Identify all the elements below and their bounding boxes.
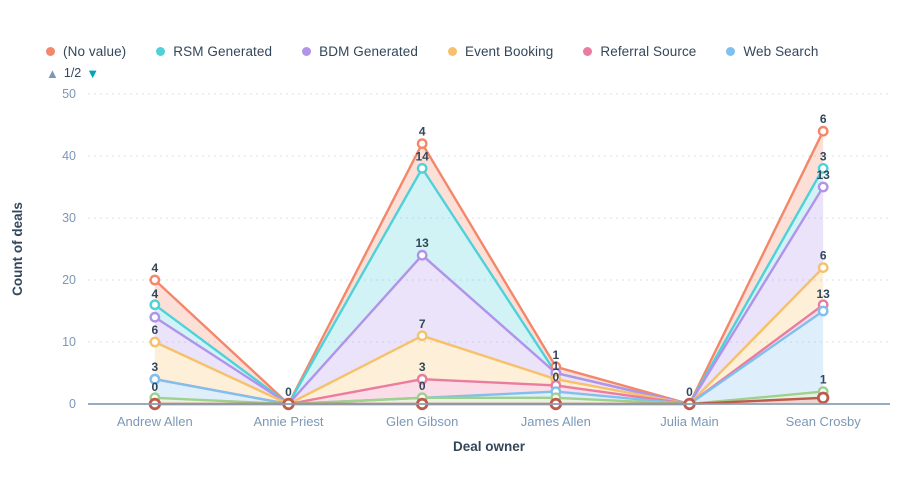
x-category-label: Andrew Allen <box>117 414 193 429</box>
data-point-marker[interactable] <box>817 262 829 273</box>
data-point-marker[interactable] <box>816 391 830 405</box>
y-tick-label-10: 10 <box>62 335 76 349</box>
point-value-label: 1 <box>552 359 559 373</box>
legend-page-label: 1/2 <box>63 66 82 80</box>
point-value-label: 1 <box>552 348 559 362</box>
data-point-marker[interactable] <box>817 181 829 193</box>
x-axis-title: Deal owner <box>453 439 526 454</box>
legend-item-web-search[interactable]: Web Search <box>726 44 818 59</box>
data-point-marker[interactable] <box>149 274 161 286</box>
legend-item-label: RSM Generated <box>173 44 273 59</box>
legend-item-no-value[interactable]: (No value) <box>46 44 126 59</box>
y-tick-label-40: 40 <box>62 149 76 163</box>
area-band-web-search <box>154 311 824 404</box>
point-value-label: 6 <box>151 323 158 337</box>
point-value-label: 4 <box>151 287 158 301</box>
chart-legend: (No value) RSM Generated BDM Generated Even… <box>46 44 818 59</box>
point-value-label: 0 <box>285 385 292 399</box>
legend-item-label: BDM Generated <box>319 44 418 59</box>
point-value-label: 3 <box>151 360 158 374</box>
point-value-label: 0 <box>151 380 158 394</box>
legend-dot-icon <box>46 47 55 56</box>
point-value-label: 3 <box>419 360 426 374</box>
data-point-marker[interactable] <box>149 336 161 348</box>
point-value-label: 6 <box>820 112 827 126</box>
y-tick-label-20: 20 <box>62 273 76 287</box>
point-value-label: 4 <box>419 125 426 139</box>
y-axis-title: Count of deals <box>10 202 25 296</box>
x-category-label: Glen Gibson <box>386 414 458 429</box>
legend-page-down-icon[interactable]: ▼ <box>86 65 100 81</box>
point-value-label: 13 <box>816 168 830 182</box>
x-category-label: James Allen <box>521 414 591 429</box>
legend-dot-icon <box>302 47 312 56</box>
point-value-label: 0 <box>419 379 426 393</box>
legend-item-label: (No value) <box>63 44 127 59</box>
legend-item-referral-source[interactable]: Referral Source <box>583 44 696 59</box>
legend-item-rsm-generated[interactable]: RSM Generated <box>156 44 272 59</box>
legend-item-label: Web Search <box>743 44 819 59</box>
point-value-label: 13 <box>816 287 830 301</box>
data-point-marker[interactable] <box>416 373 428 385</box>
point-value-label: 13 <box>415 236 429 250</box>
series-line <box>154 186 825 406</box>
y-tick-label-50: 50 <box>62 87 76 101</box>
legend-dot-icon <box>156 47 166 56</box>
y-tick-label-0: 0 <box>69 397 76 411</box>
area-bands <box>154 131 824 404</box>
series-line <box>154 310 824 406</box>
point-value-label: 0 <box>686 385 693 399</box>
data-point-marker[interactable] <box>416 249 428 261</box>
legend-item-label: Event Booking <box>465 44 554 59</box>
legend-item-bdm-generated[interactable]: BDM Generated <box>302 44 418 59</box>
x-category-label: Annie Priest <box>253 414 323 429</box>
legend-pager: ▲ 1/2 ▼ <box>46 66 99 80</box>
point-value-label: 6 <box>820 249 827 263</box>
data-point-marker[interactable] <box>149 373 161 385</box>
legend-item-label: Referral Source <box>600 44 697 59</box>
data-point-marker[interactable] <box>149 311 161 323</box>
y-tick-label-30: 30 <box>62 211 76 225</box>
point-value-label: 0 <box>552 370 559 384</box>
point-value-label: 14 <box>415 149 429 163</box>
point-value-label: 7 <box>419 317 426 331</box>
series-line <box>154 130 825 406</box>
data-point-marker[interactable] <box>817 125 829 137</box>
area-band-referral-source <box>154 304 824 404</box>
area-band-event-booking <box>154 267 824 404</box>
series-line <box>154 266 825 406</box>
legend-page-up-icon[interactable]: ▲ <box>46 65 59 81</box>
x-category-label: Julia Main <box>660 414 719 429</box>
legend-dot-icon <box>448 47 457 56</box>
data-point-marker[interactable] <box>149 299 161 311</box>
data-point-marker[interactable] <box>817 305 829 317</box>
series-line <box>154 167 825 406</box>
area-band--no-value- <box>154 131 824 404</box>
x-category-label: Sean Crosby <box>786 414 862 429</box>
point-value-label: 3 <box>820 149 827 163</box>
data-point-marker[interactable] <box>416 162 428 174</box>
point-value-label: 4 <box>151 261 158 275</box>
data-point-marker[interactable] <box>416 138 428 150</box>
data-point-marker[interactable] <box>817 162 829 174</box>
point-value-label: 1 <box>820 373 827 387</box>
legend-item-event-booking[interactable]: Event Booking <box>448 44 553 59</box>
legend-dot-icon <box>726 47 736 56</box>
data-point-marker[interactable] <box>416 330 428 342</box>
legend-dot-icon <box>583 47 593 56</box>
